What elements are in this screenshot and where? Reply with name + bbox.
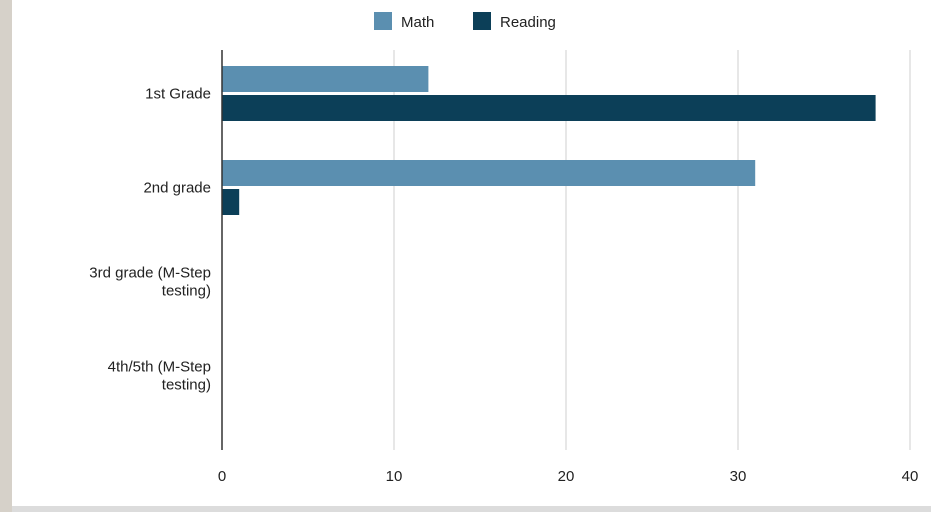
- legend-label-reading: Reading: [500, 14, 556, 31]
- bar-reading-1: [222, 95, 876, 121]
- bar-math-1: [222, 66, 429, 92]
- category-label: 2nd grade: [143, 180, 211, 197]
- x-tick-label: 0: [218, 468, 226, 485]
- bar-reading-2: [222, 189, 240, 215]
- x-tick-labels: 0 10 20 30 40: [218, 468, 919, 485]
- legend-label-math: Math: [401, 14, 434, 31]
- category-label: 1st Grade: [145, 86, 211, 103]
- bars: [222, 66, 876, 215]
- legend-swatch-reading: [473, 12, 491, 30]
- x-tick-label: 30: [730, 468, 747, 485]
- legend-swatch-math: [374, 12, 392, 30]
- category-label: 3rd grade (M-Step: [89, 265, 211, 282]
- x-tick-label: 20: [558, 468, 575, 485]
- category-label: testing): [162, 377, 211, 394]
- chart-frame: [12, 0, 931, 507]
- bar-math-2: [222, 160, 756, 186]
- category-label: testing): [162, 283, 211, 300]
- x-tick-label: 10: [386, 468, 403, 485]
- x-tick-label: 40: [902, 468, 919, 485]
- legend: Math Reading: [374, 12, 556, 31]
- category-label: 4th/5th (M-Step: [108, 359, 211, 376]
- bottom-strip: [12, 506, 931, 512]
